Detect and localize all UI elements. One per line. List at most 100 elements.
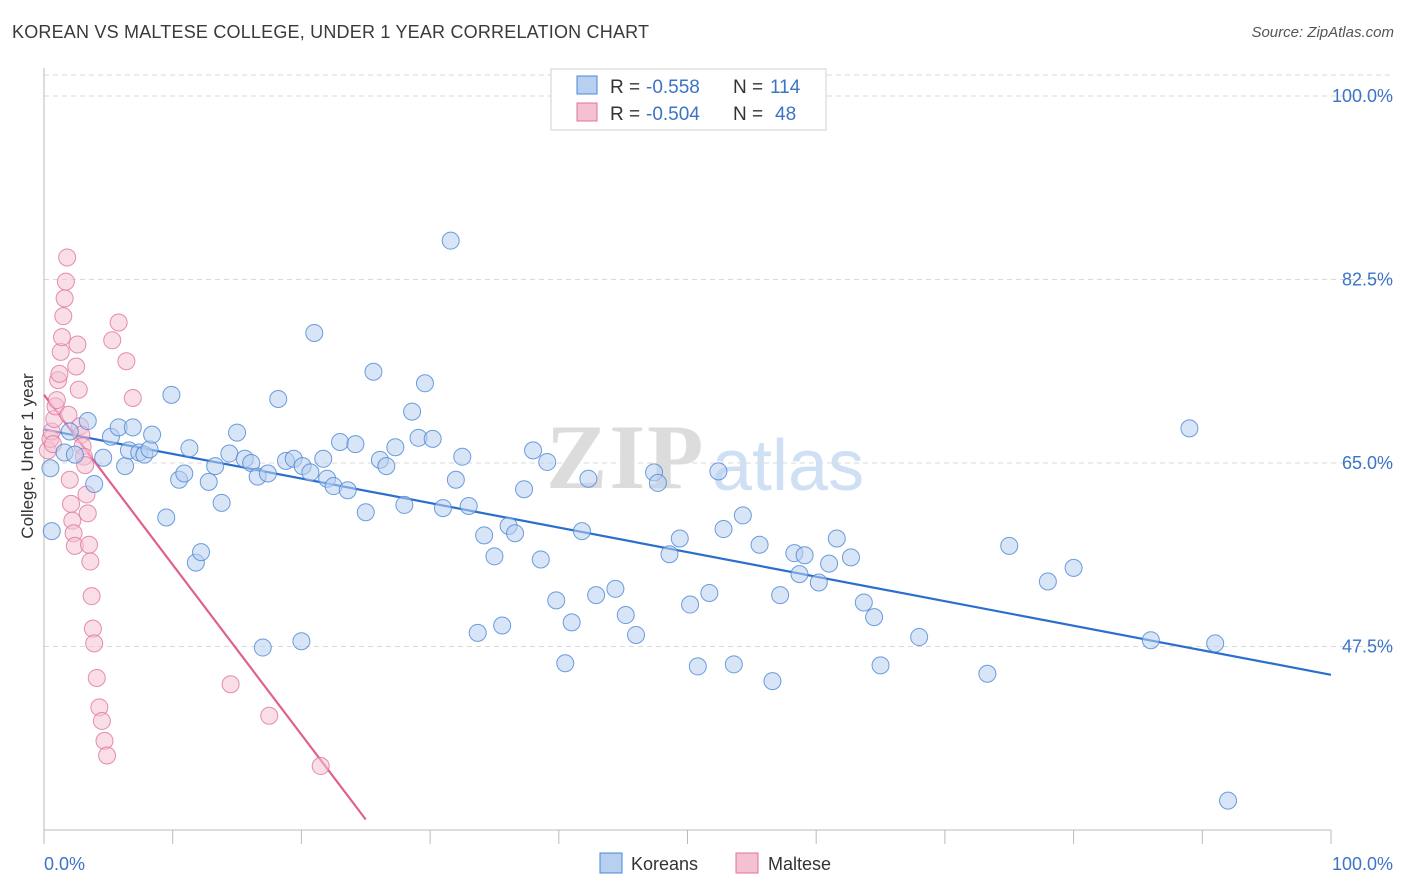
maltese-point (95, 731, 114, 750)
korean-point (446, 470, 465, 489)
maltese-point (69, 380, 88, 399)
legend-r-label: R = (610, 104, 640, 125)
korean-point (199, 472, 218, 491)
korean-point (433, 499, 452, 518)
korean-point (790, 565, 809, 584)
korean-point (65, 445, 84, 464)
maltese-point (221, 675, 240, 694)
korean-point (314, 449, 333, 468)
korean-point (78, 412, 97, 431)
korean-point (1219, 791, 1238, 810)
korean-point (648, 473, 667, 492)
korean-point (116, 457, 135, 476)
x-tick-label: 100.0% (1332, 854, 1393, 874)
korean-point (524, 441, 543, 460)
x-tick-label: 0.0% (44, 854, 85, 874)
korean-point (1180, 419, 1199, 438)
korean-point (871, 656, 890, 675)
correlation-legend: R = -0.558 N = 114 R = -0.504 N = 48 (550, 68, 827, 131)
maltese-point (78, 504, 97, 523)
legend-n-label: N = (733, 104, 763, 125)
korean-point (547, 591, 566, 610)
y-tick-labels: 47.5% 65.0% 82.5% 100.0% (1332, 86, 1393, 657)
korean-point (258, 464, 277, 483)
korean-point (377, 457, 396, 476)
korean-point (841, 548, 860, 567)
korean-point (700, 584, 719, 603)
series-legend: Koreans Maltese (599, 852, 831, 874)
maltese-point (103, 331, 122, 350)
maltese-point (50, 364, 69, 383)
watermark-atlas: atlas (712, 426, 864, 506)
korean-point (493, 616, 512, 635)
korean-point (453, 447, 472, 466)
korean-point (587, 586, 606, 605)
maltese-point (98, 746, 117, 765)
korean-point (1038, 572, 1057, 591)
maltese-point (123, 388, 142, 407)
x-tick-labels: 0.0% 100.0% (44, 854, 1393, 874)
maltese-point (54, 307, 73, 326)
maltese-point (62, 494, 81, 513)
legend-swatch-koreans (599, 852, 623, 874)
korean-point (724, 655, 743, 674)
korean-point (616, 606, 635, 625)
korean-point (714, 520, 733, 539)
korean-point (301, 463, 320, 482)
maltese-point (82, 587, 101, 606)
korean-point (415, 374, 434, 393)
y-tick-label: 82.5% (1342, 269, 1393, 289)
korean-point (143, 425, 162, 444)
maltese-point (85, 634, 104, 653)
chart-title: KOREAN VS MALTESE COLLEGE, UNDER 1 YEAR … (12, 22, 650, 42)
legend-label-maltese: Maltese (768, 854, 831, 874)
maltese-point (87, 668, 106, 687)
legend-swatch-maltese (735, 852, 759, 874)
legend-n-label: N = (733, 77, 763, 98)
korean-point (562, 613, 581, 632)
legend-swatch-koreans (576, 75, 598, 95)
watermark-zip: ZIP (546, 406, 705, 508)
korean-point (253, 638, 272, 657)
korean-point (910, 628, 929, 647)
y-axis-title: College, Under 1 year (18, 373, 37, 539)
maltese-point (55, 289, 74, 308)
korean-point (688, 657, 707, 676)
korean-point (531, 550, 550, 569)
legend-r-value: -0.558 (646, 77, 700, 98)
korean-point (538, 452, 557, 471)
korean-point (212, 493, 231, 512)
korean-point (606, 579, 625, 598)
korean-point (556, 654, 575, 673)
legend-r-value: -0.504 (646, 104, 700, 125)
maltese-point (67, 357, 86, 376)
korean-point (854, 593, 873, 612)
korean-point (572, 522, 591, 541)
korean-point (423, 429, 442, 448)
korean-point (403, 402, 422, 421)
korean-point (733, 506, 752, 525)
korean-point (85, 474, 104, 493)
korean-points (41, 231, 1238, 810)
korean-point (228, 423, 247, 442)
korean-point (123, 418, 142, 437)
maltese-point (80, 535, 99, 554)
korean-point (175, 464, 194, 483)
maltese-point (81, 552, 100, 571)
korean-point (681, 595, 700, 614)
watermark: ZIP atlas (546, 406, 864, 508)
korean-point (468, 623, 487, 642)
maltese-point (92, 711, 111, 730)
korean-point (331, 433, 350, 452)
legend-swatch-maltese (576, 102, 598, 122)
korean-point (809, 573, 828, 592)
maltese-point (60, 470, 79, 489)
korean-point (1064, 558, 1083, 577)
korean-point (579, 469, 598, 488)
korean-point (356, 503, 375, 522)
legend-r-label: R = (610, 77, 640, 98)
y-tick-label: 100.0% (1332, 86, 1393, 106)
korean-point (750, 535, 769, 554)
maltese-point (117, 352, 136, 371)
